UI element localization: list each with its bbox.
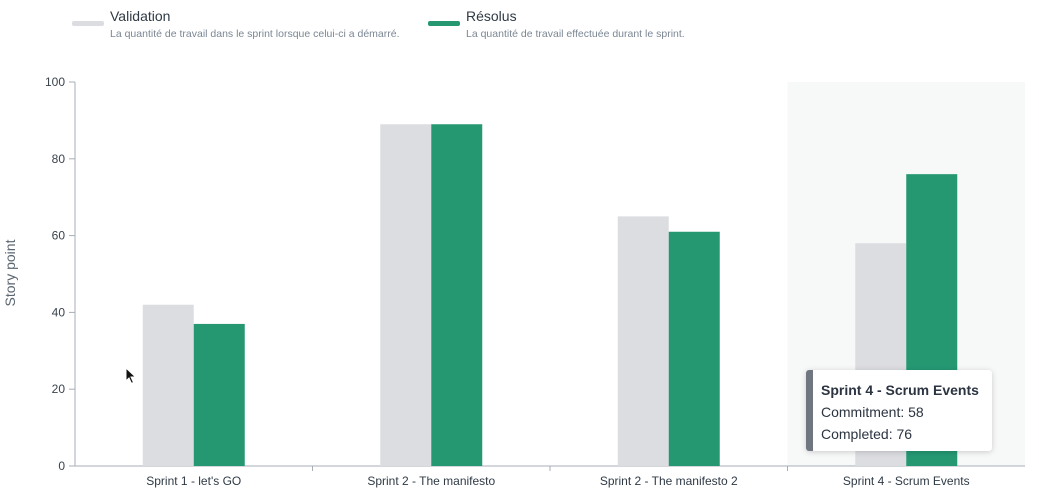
y-tick-label: 0 <box>58 459 65 473</box>
x-tick-label: Sprint 4 - Scrum Events <box>843 474 970 488</box>
tooltip-completed: Completed: 76 <box>821 426 913 442</box>
x-tick-label: Sprint 2 - The manifesto 2 <box>600 474 738 488</box>
legend-description-resolus: La quantité de travail effectuée durant … <box>466 28 685 40</box>
bar-validation <box>380 124 432 467</box>
legend-swatch-resolus <box>428 21 460 26</box>
bar-resolus <box>193 323 245 466</box>
legend-description-validation: La quantité de travail dans le sprint lo… <box>110 28 400 40</box>
bar-resolus <box>668 231 720 466</box>
chart-legend: Validation La quantité de travail dans l… <box>72 8 1012 48</box>
y-tick-label: 40 <box>52 305 66 319</box>
legend-label-validation: Validation <box>110 8 171 24</box>
tooltip-commitment: Commitment: 58 <box>821 404 924 420</box>
y-tick-label: 80 <box>52 152 66 166</box>
mouse-cursor-icon <box>125 366 137 390</box>
bar-resolus <box>431 124 483 467</box>
tooltip-title: Sprint 4 - Scrum Events <box>821 382 979 398</box>
legend-label-resolus: Résolus <box>466 8 517 24</box>
x-tick-label: Sprint 1 - let's GO <box>146 474 241 488</box>
y-tick-label: 100 <box>45 75 65 89</box>
bar-validation <box>142 304 194 466</box>
legend-swatch-validation <box>72 21 104 26</box>
y-axis-label: Story point <box>2 239 18 306</box>
bar-validation <box>617 216 669 466</box>
y-tick-label: 60 <box>52 229 66 243</box>
tooltip-accent <box>806 370 813 451</box>
y-tick-label: 20 <box>52 382 66 396</box>
chart-tooltip: Sprint 4 - Scrum Events Commitment: 58 C… <box>806 370 992 451</box>
x-tick-label: Sprint 2 - The manifesto <box>367 474 495 488</box>
